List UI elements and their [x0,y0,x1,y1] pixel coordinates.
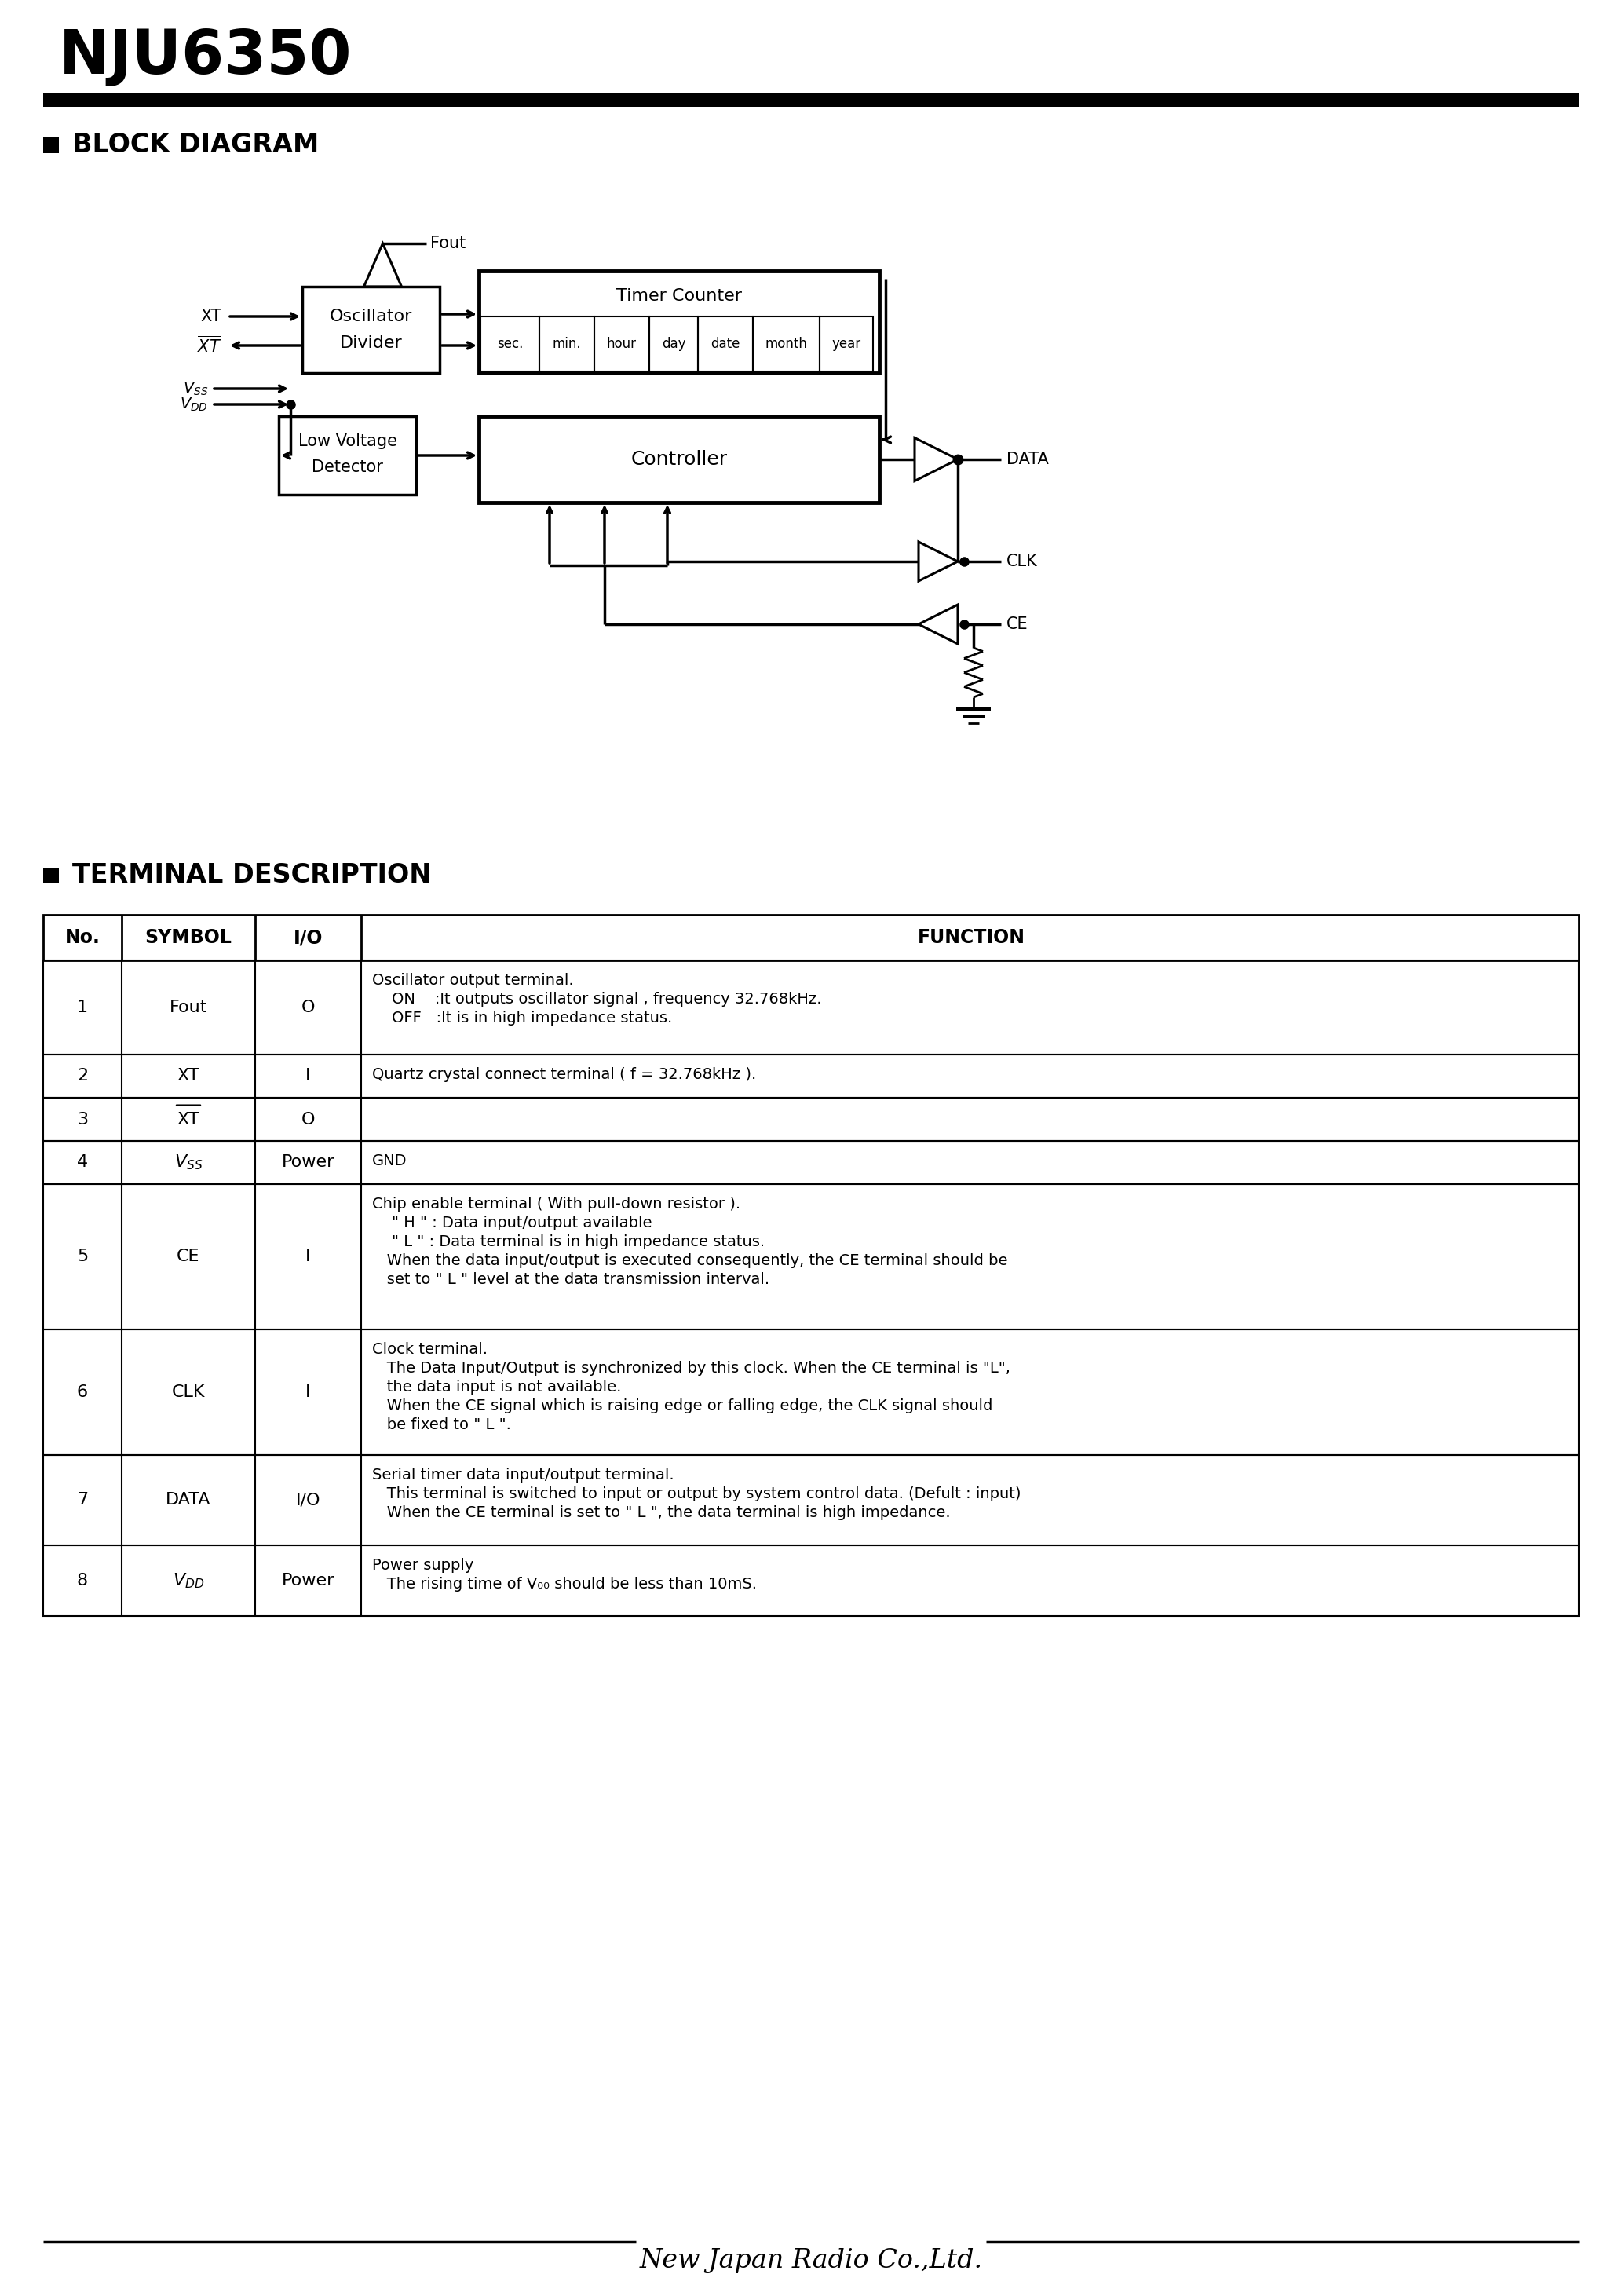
Bar [44,868,58,884]
Text: Fout: Fout [169,999,208,1015]
Text: Timer Counter: Timer Counter [616,289,741,303]
Text: TERMINAL DESCRIPTION: TERMINAL DESCRIPTION [73,863,431,889]
Bar [753,317,819,372]
Text: 7: 7 [76,1492,88,1508]
Bar [302,287,440,372]
Bar [44,92,1578,108]
Text: 2: 2 [76,1068,88,1084]
Text: I/O: I/O [294,928,323,946]
Bar [279,416,417,494]
Text: SYMBOL: SYMBOL [144,928,232,946]
Text: Detector: Detector [311,459,383,475]
Text: the data input is not available.: the data input is not available. [371,1380,621,1394]
Text: Controller: Controller [631,450,727,468]
Bar [478,271,879,372]
Text: NJU6350: NJU6350 [58,28,352,87]
Text: Power: Power [282,1155,334,1171]
Bar [44,1545,1578,1616]
Bar [540,317,594,372]
Text: Power supply: Power supply [371,1559,474,1573]
Text: DATA: DATA [165,1492,211,1508]
Bar [44,914,1578,960]
Text: ON    :It outputs oscillator signal , frequency 32.768kHz.: ON :It outputs oscillator signal , frequ… [371,992,822,1006]
Bar [819,317,873,372]
Text: OFF   :It is in high impedance status.: OFF :It is in high impedance status. [371,1010,672,1026]
Text: O: O [302,999,315,1015]
Text: The Data Input/Output is synchronized by this clock. When the CE terminal is "L": The Data Input/Output is synchronized by… [371,1362,1011,1375]
Text: CLK: CLK [1007,553,1038,569]
Text: This terminal is switched to input or output by system control data. (Defult : i: This terminal is switched to input or ou… [371,1486,1020,1502]
Text: GND: GND [371,1153,407,1169]
Text: 5: 5 [76,1249,88,1265]
Text: Chip enable terminal ( With pull-down resistor ).: Chip enable terminal ( With pull-down re… [371,1196,740,1212]
Text: month: month [766,338,808,351]
Text: I/O: I/O [295,1492,321,1508]
Text: When the data input/output is executed consequently, the CE terminal should be: When the data input/output is executed c… [371,1254,1007,1267]
Text: 3: 3 [76,1111,88,1127]
Text: DATA: DATA [1007,452,1049,466]
Bar [44,1141,1578,1185]
Text: XT: XT [201,308,221,324]
Text: When the CE terminal is set to " L ", the data terminal is high impedance.: When the CE terminal is set to " L ", th… [371,1506,950,1520]
Text: 4: 4 [76,1155,88,1171]
Text: New Japan Radio Co.,Ltd.: New Japan Radio Co.,Ltd. [639,2248,983,2273]
Bar [594,317,649,372]
Bar [44,138,58,154]
Text: Clock terminal.: Clock terminal. [371,1341,488,1357]
Text: day: day [662,338,686,351]
Text: 1: 1 [76,999,88,1015]
Text: $\overline{XT}$: $\overline{XT}$ [196,335,221,356]
Bar [44,960,1578,1054]
Bar [697,317,753,372]
Text: hour: hour [607,338,637,351]
Text: $V_{SS}$: $V_{SS}$ [174,1153,203,1171]
Bar [44,1054,1578,1097]
Text: be fixed to " L ".: be fixed to " L ". [371,1417,511,1433]
Text: $V_{SS}$: $V_{SS}$ [183,381,208,397]
Bar [44,1185,1578,1329]
Text: Fout: Fout [430,236,466,250]
Bar [44,1097,1578,1141]
Text: Oscillator output terminal.: Oscillator output terminal. [371,974,574,987]
Text: date: date [710,338,740,351]
Text: " L " : Data terminal is in high impedance status.: " L " : Data terminal is in high impedan… [371,1235,766,1249]
Text: Low Voltage: Low Voltage [298,434,397,450]
Text: XT: XT [177,1068,200,1084]
Bar [480,317,540,372]
Text: No.: No. [65,928,101,946]
Text: 8: 8 [76,1573,88,1589]
Text: I: I [305,1249,311,1265]
Text: CE: CE [177,1249,200,1265]
Text: " H " : Data input/output available: " H " : Data input/output available [371,1215,652,1231]
Bar [44,1456,1578,1545]
Text: Serial timer data input/output terminal.: Serial timer data input/output terminal. [371,1467,675,1483]
Text: Power: Power [282,1573,334,1589]
Text: year: year [832,338,861,351]
Text: set to " L " level at the data transmission interval.: set to " L " level at the data transmiss… [371,1272,769,1288]
Text: Quartz crystal connect terminal ( f = 32.768kHz ).: Quartz crystal connect terminal ( f = 32… [371,1068,756,1081]
Text: BLOCK DIAGRAM: BLOCK DIAGRAM [73,133,320,158]
Text: When the CE signal which is raising edge or falling edge, the CLK signal should: When the CE signal which is raising edge… [371,1398,993,1414]
Text: $V_{DD}$: $V_{DD}$ [172,1570,204,1589]
Text: CLK: CLK [172,1384,204,1401]
Bar [44,1329,1578,1456]
Text: Divider: Divider [339,335,402,351]
Bar [478,416,879,503]
Text: CE: CE [1007,615,1028,631]
Bar [649,317,697,372]
Text: The rising time of V₀₀ should be less than 10mS.: The rising time of V₀₀ should be less th… [371,1577,757,1591]
Text: I: I [305,1068,311,1084]
Text: Oscillator: Oscillator [329,308,412,324]
Text: FUNCTION: FUNCTION [918,928,1025,946]
Text: $V_{DD}$: $V_{DD}$ [180,395,208,413]
Text: O: O [302,1111,315,1127]
Text: sec.: sec. [496,338,522,351]
Text: I: I [305,1384,311,1401]
Text: 6: 6 [76,1384,88,1401]
Text: min.: min. [553,338,581,351]
Text: XT: XT [177,1111,200,1127]
